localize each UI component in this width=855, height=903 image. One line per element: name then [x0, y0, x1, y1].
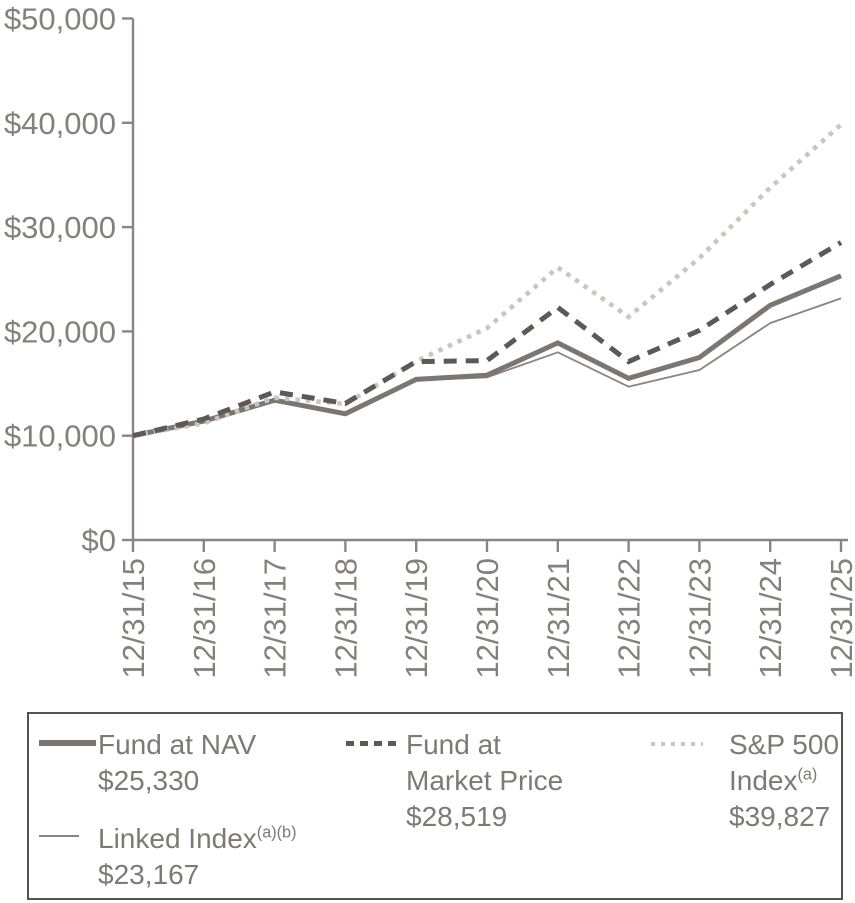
y-tick-label: $50,000 — [4, 2, 116, 37]
x-tick-label: 12/31/18 — [328, 558, 363, 679]
x-tick-label: 12/31/20 — [470, 558, 505, 679]
x-tick-label: 12/31/22 — [612, 558, 647, 679]
chart-series-lines — [132, 122, 843, 439]
series-line-sp500 — [132, 122, 843, 438]
legend-value: $39,827 — [729, 801, 831, 832]
legend-value: $25,330 — [98, 765, 200, 796]
chart-axes — [122, 17, 848, 552]
legend-entry-linked-index: Linked Index(a)(b) $23,167 — [98, 821, 296, 893]
legend-value: $23,167 — [98, 859, 200, 890]
legend-label: S&P 500 — [729, 729, 840, 760]
legend-label: Linked Index(a)(b) — [98, 823, 297, 854]
x-tick-label: 12/31/23 — [682, 558, 717, 679]
legend-label: Fund at — [406, 729, 501, 760]
x-tick-label: 12/31/25 — [824, 558, 855, 679]
series-line-linked — [132, 297, 842, 437]
y-tick-label: $40,000 — [4, 106, 116, 141]
legend-label: Market Price — [406, 765, 564, 796]
x-tick-label: 12/31/19 — [399, 558, 434, 679]
legend-value: $28,519 — [406, 801, 508, 832]
linked-index-line-swatch — [39, 835, 79, 837]
growth-line-chart: $0 $10,000 $20,000 $30,000 $40,000 $50,000 12… — [4, 2, 855, 679]
fund-market-line-swatch — [346, 741, 402, 746]
series-line-market — [132, 240, 843, 439]
legend-entry-fund-nav: Fund at NAV $25,330 — [98, 727, 256, 799]
legend-entry-sp500-index: S&P 500 Index(a) $39,827 — [729, 727, 839, 835]
y-tick-label: $0 — [82, 523, 116, 558]
legend-label: Fund at NAV — [98, 729, 257, 760]
series-line-fund_nav — [132, 273, 842, 439]
x-axis-tick-labels: 12/31/15 12/31/16 12/31/17 12/31/18 12/31/19… — [116, 558, 855, 679]
x-tick-label: 12/31/24 — [753, 558, 788, 679]
legend: Fund at NAV $25,330 Fund at Market Price… — [27, 712, 843, 900]
y-axis-tick-labels: $0 $10,000 $20,000 $30,000 $40,000 $50,000 — [4, 2, 116, 559]
x-tick-label: 12/31/16 — [187, 558, 222, 679]
x-tick-label: 12/31/15 — [116, 558, 151, 679]
y-tick-label: $10,000 — [4, 419, 116, 454]
fund-nav-line-swatch — [39, 740, 96, 746]
legend-label: Index(a) — [729, 765, 818, 796]
x-tick-label: 12/31/17 — [258, 558, 293, 679]
y-tick-label: $20,000 — [4, 314, 116, 349]
y-tick-label: $30,000 — [4, 210, 116, 245]
legend-entry-fund-market-price: Fund at Market Price $28,519 — [406, 727, 563, 835]
footnote-marker: (a) — [797, 765, 818, 784]
x-tick-label: 12/31/21 — [541, 558, 576, 679]
sp500-line-swatch — [651, 742, 703, 746]
footnote-marker: (a)(b) — [256, 823, 297, 842]
